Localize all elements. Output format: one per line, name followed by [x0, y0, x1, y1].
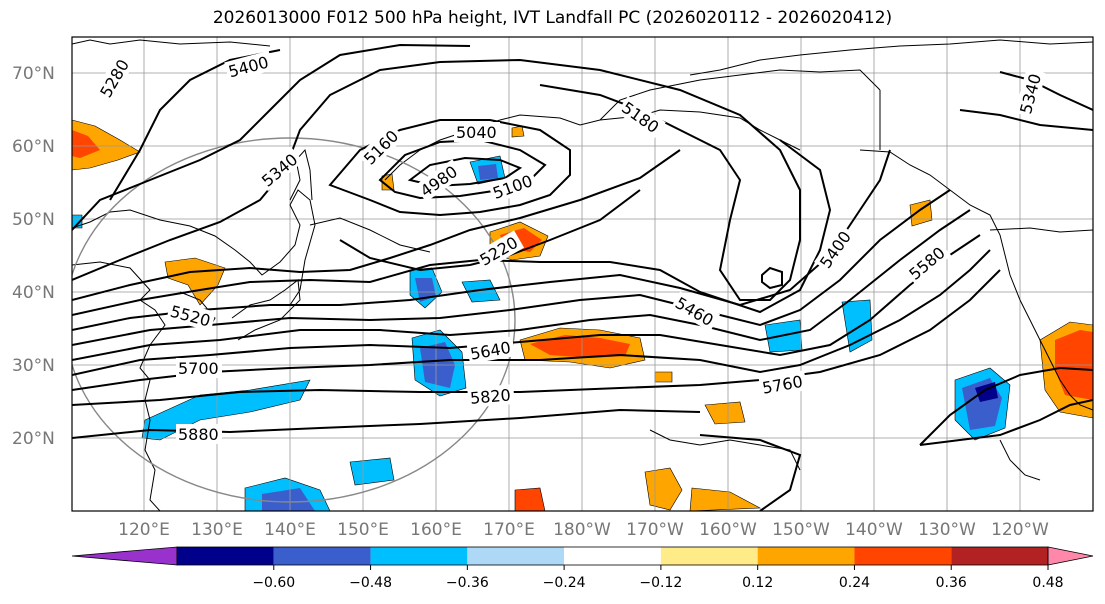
map-frame [71, 36, 1094, 512]
colorbar: −0.60 −0.48 −0.36 −0.24 −0.12 0.12 0.24 0.36 0.4… [71, 546, 1094, 591]
colorbar-segment [660, 547, 758, 565]
longitude-labels: 120°E 130°E 140°E 150°E 160°E 170°E 180°… [118, 520, 1049, 540]
colorbar-extend-high [1047, 546, 1094, 566]
ivt-negative-areas [72, 155, 1011, 511]
lon-label: 140°W [845, 520, 903, 540]
radius-circle [72, 137, 516, 503]
colorbar-segment [757, 547, 855, 565]
colorbar-tick-label: 0.36 [936, 575, 967, 591]
contour-label: 5880 [178, 425, 219, 444]
colorbar-tick-label: 0.24 [839, 575, 870, 591]
lon-label: 180°W [553, 520, 611, 540]
lon-label: 140°E [264, 520, 316, 540]
colorbar-tick-label: 0.12 [742, 575, 773, 591]
lon-label: 170°W [626, 520, 684, 540]
lon-label: 170°E [483, 520, 535, 540]
ivt-positive-areas [72, 119, 1093, 511]
lat-label: 40°N [12, 283, 55, 303]
colorbar-tick-label: −0.60 [252, 575, 295, 591]
colorbar-segment [467, 547, 565, 565]
colorbar-segment [854, 547, 952, 565]
colorbar-extend-low [71, 546, 178, 566]
lon-label: 160°W [699, 520, 757, 540]
lat-label: 50°N [12, 210, 55, 230]
lon-label: 150°E [337, 520, 389, 540]
lon-label: 130°E [191, 520, 243, 540]
colorbar-tick-label: −0.12 [639, 575, 682, 591]
colorbar-segment [370, 547, 468, 565]
colorbar-frame [176, 546, 1049, 566]
latitude-labels: 70°N 60°N 50°N 40°N 30°N 20°N [12, 64, 55, 449]
lat-label: 20°N [12, 429, 55, 449]
colorbar-segment [177, 547, 274, 565]
contour-label: 5040 [456, 123, 497, 142]
colorbar-segment [273, 547, 371, 565]
lat-label: 70°N [12, 64, 55, 84]
lon-label: 130°W [918, 520, 976, 540]
contour-label: 5700 [178, 359, 219, 378]
lon-label: 120°W [991, 520, 1049, 540]
lat-label: 30°N [12, 356, 55, 376]
colorbar-tick-label: −0.24 [543, 575, 586, 591]
colorbar-tick-label: −0.36 [446, 575, 489, 591]
lat-label: 60°N [12, 137, 55, 157]
colorbar-tick-label: 0.48 [1032, 575, 1063, 591]
lon-label: 160°E [410, 520, 462, 540]
lon-label: 150°W [772, 520, 830, 540]
colorbar-segment [564, 547, 661, 565]
contour-label: 5820 [469, 385, 511, 407]
map-title: 2026013000 F012 500 hPa height, IVT Land… [212, 8, 893, 28]
colorbar-tick-label: −0.48 [349, 575, 392, 591]
colorbar-segment [951, 547, 1048, 565]
lon-label: 120°E [118, 520, 170, 540]
graticule [72, 37, 1093, 511]
map-background [72, 37, 1093, 511]
